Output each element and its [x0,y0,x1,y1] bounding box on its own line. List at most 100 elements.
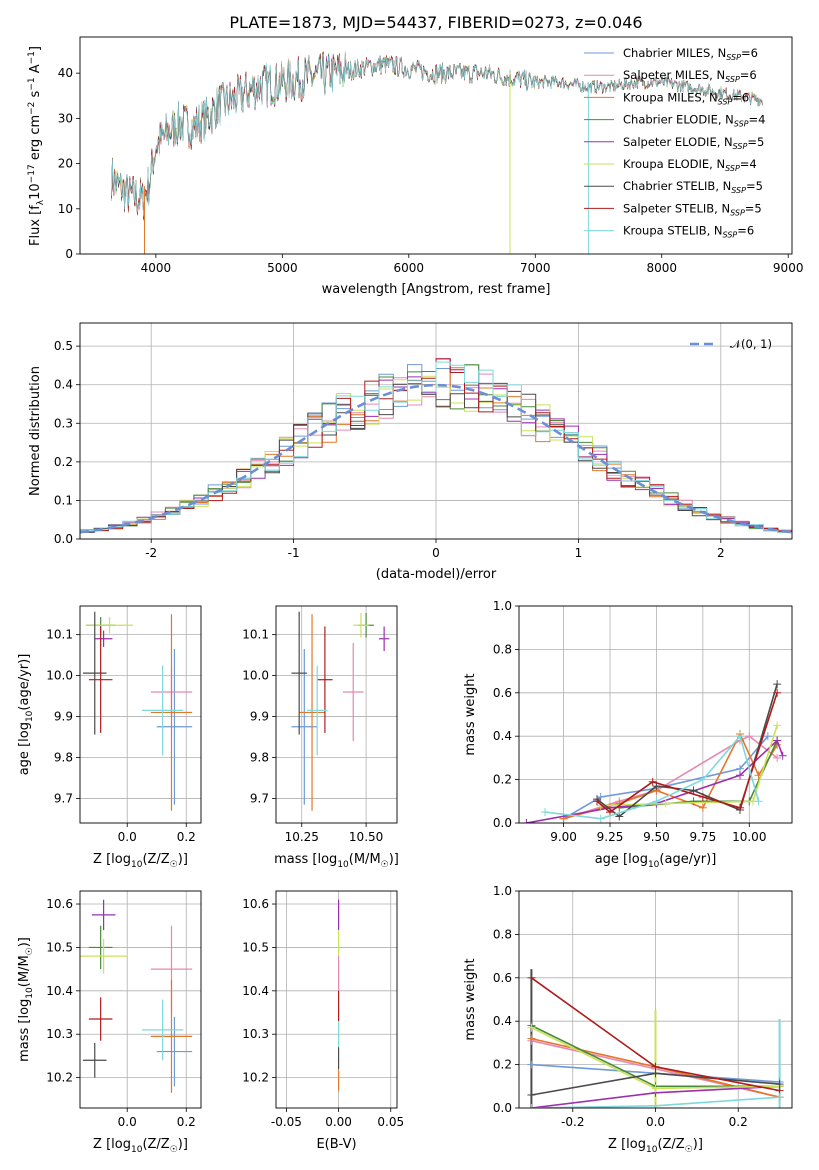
y-tick-label: 9.7 [54,791,73,805]
y-tick-label: 0.0 [493,1101,512,1115]
histograms [80,358,792,535]
spectrum-series-line [111,52,763,217]
x-tick-label: 0.0 [118,1115,137,1129]
y-axis-label: Normed distribution [28,366,43,496]
x-tick-label: 10.25 [285,830,319,844]
legend-entry: Salpeter MILES, NSSP=6 [623,68,757,84]
y-tick-label: 30 [58,111,73,125]
legend: Chabrier MILES, NSSP=6 Salpeter MILES, NS… [584,46,765,240]
x-tick-label: 10.00 [732,830,766,844]
legend-entry: Salpeter STELIB, NSSP=5 [623,201,762,217]
y-tick-label: 0.2 [493,1058,512,1072]
axes-mass-vs-EBV: -0.05 0.00 0.05 10.2 10.3 10.4 10.5 10.6 E(B-V) [242,890,404,1152]
y-tick-label: 10.1 [46,628,73,642]
axes-frame [275,605,398,824]
legend-entry: Kroupa MILES, NSSP=6 [623,90,749,106]
series-line [596,683,778,818]
axes-residuals: -2 -1 0 1 2 0.0 0.1 0.2 0.3 0.4 0.5 (data-model)/er… [28,322,793,582]
series-line [544,734,760,820]
y-tick-label: 0.6 [493,971,512,985]
y-tick-label: 10.3 [46,1027,73,1041]
x-axis-label: wavelength [Angstrom, rest frame] [322,282,551,297]
y-tick-label: 10.5 [46,940,73,954]
x-tick-label: 0.0 [646,1115,665,1129]
x-axis-label: (data-model)/error [376,567,497,582]
y-tick-label: 10.5 [242,940,269,954]
y-tick-label: 9.9 [250,710,269,724]
x-axis-label: E(B-V) [316,1137,356,1152]
y-tick-label: 0.2 [493,773,512,787]
errorbar-points [82,611,193,811]
x-tick-label: 9000 [773,261,804,275]
axes-frame [518,605,793,824]
series-line [563,732,778,820]
spectrum-lines [111,51,763,254]
x-tick-label: 2 [717,546,725,560]
axes-frame [275,890,398,1109]
x-tick-label: 9.25 [597,830,624,844]
y-tick-label: 1.0 [493,884,512,898]
y-tick-label: 10.2 [242,1071,269,1085]
y-tick-label: 10.6 [46,897,73,911]
y-tick-label: 10.3 [242,1027,269,1041]
x-axis-label: Z [log10(Z/Z☉)] [93,852,188,870]
y-tick-label: 0.3 [54,416,73,430]
x-axis-label: Z [log10(Z/Z☉)] [608,1137,703,1155]
y-axis-label: mass weight [463,958,478,1040]
y-tick-label: 9.9 [54,710,73,724]
y-tick-label: 0.4 [493,729,512,743]
y-tick-label: 0.4 [54,378,73,392]
series-line [526,739,784,823]
x-tick-label: 0.00 [325,1115,352,1129]
x-tick-label: 0.0 [118,830,137,844]
x-tick-label: 7000 [520,261,551,275]
y-tick-label: 0.1 [54,493,73,507]
x-axis-label: mass [log10(M/M☉)] [274,852,399,870]
x-tick-label: -2 [145,546,157,560]
y-tick-label: 9.7 [250,791,269,805]
y-axis-label: mass weight [463,673,478,755]
y-tick-label: 0.4 [493,1014,512,1028]
y-tick-label: 10.0 [46,669,73,683]
x-tick-label: 0.05 [377,1115,404,1129]
axes-massweight-vs-age: 9.00 9.25 9.50 9.75 10.00 0.0 0.2 0.4 0.6 0.8 1.0 m… [463,599,793,870]
x-tick-label: -0.2 [561,1115,584,1129]
x-tick-label: 10.50 [349,830,383,844]
axes-spectrum: 4000 5000 6000 7000 8000 9000 0 10 20 30 40 PLATE=1… [27,13,803,297]
y-tick-label: 10.0 [242,669,269,683]
legend-entry: Kroupa STELIB, NSSP=6 [623,224,754,240]
x-tick-label: 6000 [394,261,425,275]
y-tick-label: 0.6 [493,686,512,700]
axes-massweight-vs-Z: -0.2 0.0 0.2 0.0 0.2 0.4 0.6 0.8 1.0 mass weight Z… [463,884,793,1155]
x-tick-label: 0.2 [177,1115,196,1129]
y-tick-label: 0 [65,247,73,261]
y-tick-label: 1.0 [493,599,512,613]
x-tick-label: 4000 [141,261,172,275]
series-lines [527,969,784,1108]
axes-frame [79,605,202,824]
legend-entry: Chabrier STELIB, NSSP=5 [623,179,763,195]
x-tick-label: 0 [432,546,440,560]
series-line [563,735,778,820]
y-tick-label: 10.1 [242,628,269,642]
series-lines [522,680,787,823]
y-tick-label: 0.0 [54,532,73,546]
y-tick-label: 10.2 [46,1071,73,1085]
x-tick-label: 9.75 [689,830,716,844]
y-tick-label: 0.2 [54,455,73,469]
x-tick-label: -0.05 [271,1115,302,1129]
y-tick-label: 9.8 [250,750,269,764]
x-tick-label: 8000 [646,261,677,275]
x-axis-label: Z [log10(Z/Z☉)] [93,1137,188,1155]
x-axis-label: age [log10(age/yr)] [595,852,717,870]
axes-age-vs-Z: 0.0 0.2 9.7 9.8 9.9 10.0 10.1 Z [log10(Z/Z☉)] ag… [17,605,202,870]
legend-entry: 𝒩(0, 1) [730,337,772,351]
y-tick-label: 10.6 [242,897,269,911]
series-line [596,692,778,814]
y-tick-label: 40 [58,66,73,80]
axes-frame [79,36,793,255]
legend-entry: Kroupa ELODIE, NSSP=4 [623,157,757,173]
axes-frame [79,322,793,540]
errorbar-points [80,899,193,1093]
